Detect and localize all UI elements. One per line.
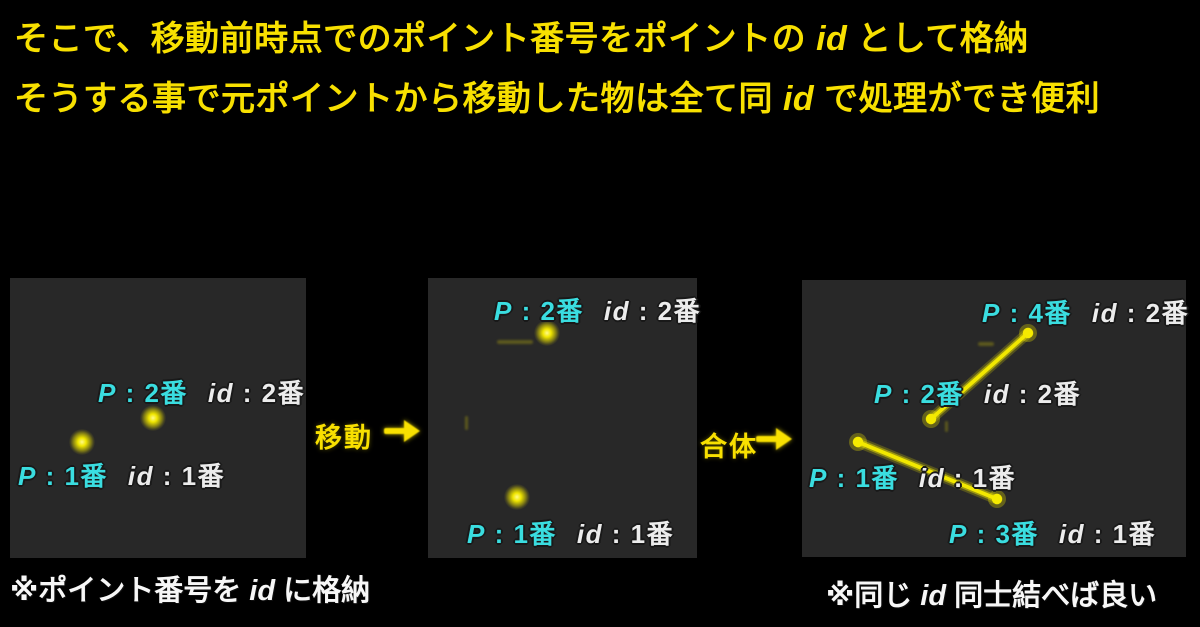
caption-left: ※ポイント番号を id に格納 [10,567,370,609]
heading-line-1: そこで、移動前時点でのポイント番号をポイントの id として格納 [14,11,1029,60]
p-value: : 2番 [892,379,964,409]
merge-lines [849,324,1037,508]
p-value: : 1番 [485,519,557,549]
point-dot [69,429,95,455]
p-value: : 1番 [36,461,108,491]
heading-line2-id: id [782,80,815,118]
id-symbol: id [1091,298,1119,328]
panel-before-move: P : 2番 id : 2番 P : 1番 id : 1番 [10,278,306,558]
ghost-mark [945,421,948,432]
caption-right: ※同じ id 同士結べば良い [826,572,1157,614]
move-arrow-label: 移動 [315,423,373,453]
p-symbol: P [949,519,968,549]
id-value: : 2番 [630,296,702,326]
heading-line1-text: そこで、移動前時点でのポイント番号をポイントの [14,20,817,58]
id-value: : 1番 [945,463,1017,493]
ghost-mark [978,342,994,346]
point-dot [504,484,530,510]
arrow-head [404,420,420,442]
caption-right-text: ※同じ [826,580,921,612]
p-symbol: P [874,379,893,409]
caption-left-id: id [249,575,276,607]
p-value: : 1番 [827,463,899,493]
arrow-head [776,428,792,450]
p-symbol: P [982,298,1001,328]
line-endpoint-glow [1022,327,1034,339]
heading-line2-tail: で処理ができ便利 [814,80,1101,118]
caption-right-id: id [920,580,947,612]
id-value: : 2番 [234,378,306,408]
p-symbol: P [18,461,37,491]
id-value: : 1番 [603,519,675,549]
panel-after-move: P : 2番 id : 2番 P : 1番 id : 1番 [428,278,700,558]
point-dot [140,405,166,431]
caption-left-text: ※ポイント番号を [10,575,250,607]
p-symbol: P [467,519,486,549]
line-endpoint-glow [925,413,937,425]
p-value: : 4番 [1000,298,1072,328]
id-symbol: id [983,379,1011,409]
id-value: : 1番 [154,461,226,491]
heading-line1-tail: として格納 [847,20,1029,58]
p-symbol: P [494,296,513,326]
right-arrow-icon [755,428,793,450]
panel-after-merge: P : 4番 id : 2番 P : 2番 id : 2番 P : 1番 id : 1番 P… [802,280,1189,557]
heading-line-2: そうする事で元ポイントから移動した物は全て同 id で処理ができ便利 [14,71,1100,120]
point-label: P : 3番 id : 1番 [949,521,1156,547]
point-label: P : 4番 id : 2番 [982,300,1189,326]
id-symbol: id [207,378,235,408]
connection-line [929,331,1030,421]
p-value: : 2番 [512,296,584,326]
point-label: P : 2番 id : 2番 [874,381,1081,407]
id-symbol: id [603,296,631,326]
arrow-shaft [384,428,406,434]
id-value: : 1番 [1085,519,1157,549]
p-value: : 2番 [116,378,188,408]
ghost-mark [497,340,533,344]
arrow-shaft [756,436,778,442]
id-symbol: id [918,463,946,493]
caption-right-tail: 同士結べば良い [946,580,1158,612]
heading-line1-id: id [816,20,848,58]
right-arrow-icon [383,420,421,442]
line-endpoint-glow [991,493,1003,505]
point-dot [534,320,560,346]
line-endpoint-glow [852,436,864,448]
id-symbol: id [127,461,155,491]
id-value: : 2番 [1010,379,1082,409]
point-label: P : 2番 id : 2番 [98,380,305,406]
p-symbol: P [809,463,828,493]
id-symbol: id [576,519,604,549]
ghost-mark [465,416,468,430]
p-value: : 3番 [967,519,1039,549]
connection-line [856,440,999,501]
merge-arrow-label: 合体 [700,432,758,462]
point-label: P : 1番 id : 1番 [467,521,674,547]
p-symbol: P [98,378,117,408]
caption-left-tail: に格納 [275,575,371,607]
point-label: P : 2番 id : 2番 [494,298,701,324]
point-label: P : 1番 id : 1番 [18,463,225,489]
point-label: P : 1番 id : 1番 [809,465,1016,491]
id-value: : 2番 [1118,298,1190,328]
heading-line2-text: そうする事で元ポイントから移動した物は全て同 [14,80,783,118]
id-symbol: id [1058,519,1086,549]
